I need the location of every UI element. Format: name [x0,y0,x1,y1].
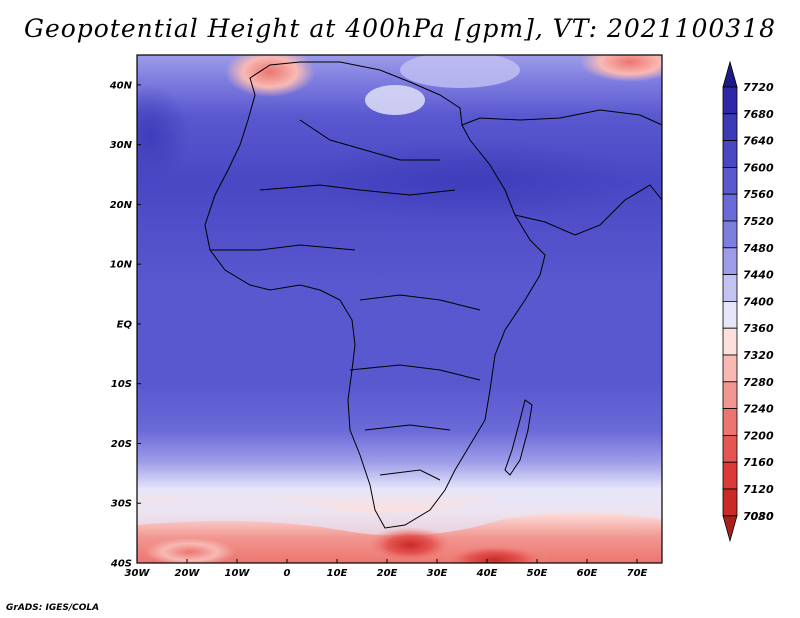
colorbar-swatch [722,247,738,276]
colorbar-swatch [722,354,738,383]
colorbar-level-label: 7400 [743,295,774,308]
colorbar-level-label: 7680 [743,108,774,121]
colorbar-min-arrow [722,515,738,543]
colorbar-level-label: 7480 [743,242,774,255]
lon-tick-label: 30E [427,568,448,579]
colorbar-level-label: 7240 [743,403,774,416]
lon-tick-label: 30W [125,568,151,579]
colorbar-swatch [722,193,738,222]
lon-tick-label: 20W [175,568,201,579]
colorbar-level-label: 7560 [743,188,774,201]
lon-tick-label: 60E [577,568,598,579]
height-field [137,55,662,563]
longitude-axis: 30W 20W 10W 0 10E 20E 30E 40E 50E 60E 70E [125,559,648,579]
colorbar-swatch [722,461,738,490]
lon-tick-label: 10W [225,568,251,579]
lon-tick-label: 40E [476,568,498,579]
colorbar-level-label: 7160 [743,456,774,469]
colorbar-swatch [722,488,738,517]
lat-tick-label: 30N [110,140,133,151]
colorbar-level-label: 7320 [743,349,774,362]
lat-tick-label: 40S [110,559,132,570]
lon-tick-label: 10E [327,568,348,579]
lat-tick-label: 20N [110,200,133,211]
colorbar-level-label: 7080 [743,510,774,523]
colorbar-swatch [722,113,738,142]
colorbar-level-label: 7720 [743,81,774,94]
colorbar-level-label: 7030 [743,510,774,523]
colorbar-swatch [722,300,738,329]
colorbar-swatch [722,381,738,409]
colorbar-level-label: 7640 [743,135,774,148]
lat-tick-label: EQ [117,319,133,330]
colorbar-level-label: 7440 [743,269,774,282]
colorbar-swatch [722,86,738,115]
lat-tick-label: 40N [109,80,133,91]
lat-tick-label: 30S [111,499,132,510]
colorbar-level-label: 7600 [743,161,774,174]
colorbar-max-arrow [722,60,738,88]
colorbar-level-label: 7120 [743,483,774,496]
lat-tick-label: 20S [111,439,132,450]
colorbar-swatch [722,140,738,168]
colorbar-swatch [722,408,738,436]
lat-tick-label: 10S [111,379,132,390]
lon-tick-label: 20E [377,568,398,579]
lon-tick-label: 50E [527,568,548,579]
colorbar-level-label: 7520 [743,215,774,228]
colorbar-swatch [722,434,738,463]
latitude-axis: 40N 30N 20N 10N EQ 10S 20S 30S 40S [109,80,141,570]
colorbar: 7720 7680 7640 7600 7560 7520 7480 7440 7400 7360… [722,60,774,543]
map-title: Geopotential Height at 400hPa [gpm], VT:… [23,14,777,43]
colorbar-level-label: 7200 [743,429,774,442]
colorbar-swatch [722,166,738,195]
colorbar-level-label: 7360 [743,322,774,335]
colorbar-swatch [722,274,738,302]
grads-credit: GrADS: IGES/COLA [6,603,100,613]
colorbar-level-label: 7280 [743,376,774,389]
lon-tick-label: 0 [284,568,291,579]
lon-tick-label: 70E [627,568,648,579]
plot-frame [136,54,663,564]
lat-tick-label: 10N [110,260,133,271]
colorbar-swatch [722,327,738,356]
colorbar-swatch [722,220,738,249]
coastlines [204,61,663,529]
